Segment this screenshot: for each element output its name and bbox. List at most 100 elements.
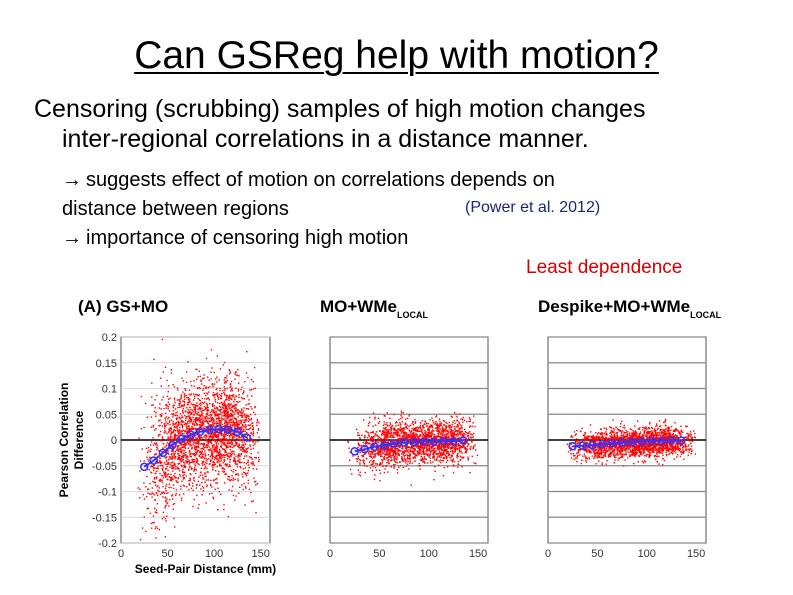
scatter-point [152, 465, 154, 468]
scatter-point [444, 448, 446, 451]
scatter-point [237, 429, 239, 431]
scatter-point [368, 461, 371, 463]
scatter-point [185, 486, 188, 488]
scatter-point [250, 419, 252, 421]
scatter-point [209, 484, 212, 487]
scatter-point [252, 411, 255, 414]
scatter-point [258, 422, 260, 424]
scatter-point [155, 453, 157, 455]
scatter-point [630, 453, 633, 455]
scatter-point [384, 415, 386, 417]
scatter-point [383, 432, 385, 434]
scatter-point [192, 427, 195, 430]
scatter-point [211, 457, 213, 460]
scatter-point [415, 443, 417, 445]
scatter-point [379, 450, 382, 452]
scatter-point [189, 455, 191, 458]
scatter-point [220, 493, 222, 496]
scatter-point [372, 438, 374, 440]
scatter-point [451, 446, 453, 448]
scatter-point [197, 507, 199, 509]
scatter-point [202, 456, 205, 459]
scatter-point [375, 441, 377, 444]
scatter-point [241, 427, 243, 430]
scatter-point [180, 420, 183, 422]
scatter-point [440, 456, 442, 459]
scatter-point [184, 422, 186, 424]
scatter-point [386, 452, 388, 454]
scatter-point [210, 378, 212, 380]
scatter-point [244, 420, 246, 422]
scatter-point [440, 448, 442, 450]
scatter-point [242, 391, 245, 394]
scatter-point [409, 459, 411, 461]
scatter-point [188, 451, 191, 453]
scatter-point [182, 474, 184, 477]
scatter-point [382, 452, 384, 455]
scatter-point [139, 470, 141, 472]
scatter-point [192, 399, 195, 401]
scatter-point [164, 430, 166, 432]
scatter-point [180, 405, 183, 408]
scatter-point [208, 427, 210, 430]
scatter-point [227, 427, 229, 430]
scatter-point [197, 376, 199, 378]
scatter-point [192, 485, 194, 487]
scatter-point [197, 418, 199, 420]
scatter-point [452, 452, 454, 455]
scatter-point [162, 466, 164, 468]
scatter-point [242, 430, 245, 432]
scatter-point [141, 527, 144, 529]
scatter-point [176, 417, 179, 419]
scatter-point [214, 450, 217, 452]
scatter-point [221, 435, 223, 437]
scatter-point [195, 442, 197, 444]
scatter-point [198, 399, 200, 401]
scatter-point [147, 460, 150, 462]
scatter-point [426, 444, 429, 446]
scatter-point [185, 423, 187, 425]
scatter-point [198, 437, 201, 439]
scatter-point [166, 459, 168, 461]
scatter-point [434, 435, 437, 438]
scatter-point [384, 434, 386, 436]
scatter-point [220, 394, 222, 397]
scatter-point [154, 407, 157, 409]
scatter-point [399, 450, 401, 452]
scatter-point [218, 418, 220, 420]
scatter-point [168, 476, 170, 478]
scatter-point [173, 463, 176, 465]
scatter-point [236, 463, 238, 465]
scatter-point [207, 397, 209, 399]
scatter-point [208, 457, 210, 460]
scatter-point [447, 442, 449, 445]
scatter-point [357, 455, 359, 458]
scatter-point [251, 395, 253, 397]
scatter-point [234, 425, 236, 428]
scatter-point [209, 424, 211, 426]
scatter-point [202, 420, 205, 422]
scatter-point [386, 439, 388, 441]
scatter-point [257, 428, 260, 430]
scatter-point [182, 416, 184, 419]
trend-marker [233, 427, 242, 437]
scatter-point [433, 439, 436, 441]
scatter-point [242, 476, 244, 478]
scatter-point [188, 417, 191, 419]
scatter-point [432, 461, 434, 463]
scatter-point [399, 439, 401, 441]
scatter-point [203, 377, 205, 379]
scatter-point [161, 413, 163, 415]
scatter-point [228, 456, 231, 459]
scatter-point [198, 419, 201, 421]
scatter-point [430, 462, 432, 464]
scatter-point [219, 367, 222, 370]
scatter-point [173, 462, 175, 464]
scatter-point [170, 477, 172, 480]
scatter-point [229, 445, 231, 447]
scatter-point [159, 478, 162, 481]
scatter-point [242, 468, 245, 470]
scatter-point [241, 439, 243, 441]
scatter-point [167, 463, 169, 465]
scatter-point [347, 440, 349, 442]
